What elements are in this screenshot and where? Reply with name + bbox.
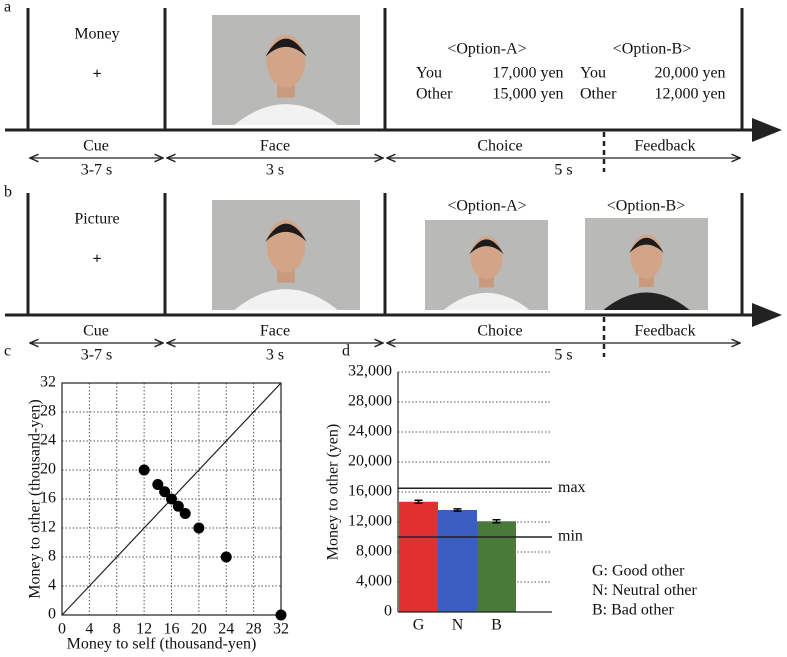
y-tick-label: 24 [40, 432, 56, 449]
option-recipient: You [580, 65, 606, 82]
phase-label: Face [260, 138, 290, 155]
y-tick-label: 12 [40, 519, 56, 536]
y-tick-label: 32 [40, 374, 56, 391]
phase-label: Face [260, 323, 290, 340]
x-tick-label: 12 [136, 621, 152, 638]
cue-text: Money [74, 26, 119, 43]
time-arrow [752, 303, 782, 327]
photo-shirt [234, 289, 338, 310]
option-title: <Option-A> [447, 41, 526, 58]
photo-hair [265, 38, 307, 57]
x-tick-label: 24 [218, 621, 234, 638]
panel-label: c [4, 343, 11, 360]
duration-label: 3 s [266, 347, 284, 364]
x-axis-label: Money to self (thousand-yen) [67, 636, 257, 653]
legend-entry: N: Neutral other [592, 582, 698, 599]
bar [399, 501, 438, 612]
y-tick-label: 4 [48, 577, 56, 594]
photo-hair [265, 223, 307, 242]
option-amount: 15,000 yen [492, 86, 563, 103]
point [193, 522, 205, 534]
reference-label: min [558, 528, 583, 545]
option-recipient: Other [580, 86, 617, 103]
photo-shirt [443, 292, 530, 310]
plot-frame [61, 382, 282, 616]
error-bar [492, 519, 501, 524]
bar [477, 521, 516, 612]
photo-shirt [234, 104, 338, 125]
y-axis-label: Money to other (thousand-yen) [27, 399, 44, 599]
y-tick-label: 0 [48, 606, 56, 623]
option-recipient: Other [416, 86, 453, 103]
y-axis-label: Money to other (yen) [325, 424, 342, 560]
phase-label: Feedback [634, 138, 695, 155]
error-bar [414, 499, 423, 504]
panel-label: a [4, 0, 11, 16]
phase-label: Cue [83, 138, 109, 155]
fixation-cross: + [92, 66, 101, 83]
option-title: <Option-B> [607, 198, 686, 215]
x-tick-label: B [491, 617, 502, 634]
option-title: <Option-A> [447, 198, 526, 215]
y-tick-label: 20 [40, 461, 56, 478]
panel-label: d [342, 343, 350, 360]
y-tick-label: 28,000 [348, 393, 392, 410]
x-tick-label: 32 [273, 621, 289, 638]
option-amount: 12,000 yen [654, 86, 725, 103]
cue-text: Picture [74, 211, 119, 228]
legend-entry: B: Bad other [592, 602, 674, 619]
bar [438, 510, 477, 612]
photo-hair [629, 237, 664, 253]
y-tick-label: 0 [384, 603, 392, 620]
panel-label: b [4, 184, 12, 201]
duration-label: 5 s [554, 347, 572, 364]
duration-label: 5 s [554, 162, 572, 179]
phase-label: Feedback [634, 323, 695, 340]
x-tick-label: 4 [85, 621, 93, 638]
x-tick-label: 28 [246, 621, 262, 638]
phase-label: Choice [477, 138, 522, 155]
x-tick-label: 0 [58, 621, 66, 638]
fixation-cross: + [92, 251, 101, 268]
point [152, 479, 164, 490]
y-tick-label: 4,000 [356, 573, 392, 590]
point [220, 551, 232, 563]
x-tick-label: 16 [164, 621, 180, 638]
point [159, 486, 171, 498]
duration-label: 3-7 s [81, 347, 113, 364]
x-tick-label: 20 [191, 621, 207, 638]
legend-entry: G: Good other [592, 563, 685, 580]
duration-label: 3-7 s [81, 162, 113, 179]
point [172, 500, 184, 512]
option-amount: 17,000 yen [492, 65, 563, 82]
y-tick-label: 12,000 [348, 513, 392, 530]
x-tick-label: 8 [113, 621, 121, 638]
option-title: <Option-B> [613, 41, 692, 58]
point [166, 493, 177, 505]
y-tick-label: 24,000 [348, 423, 392, 440]
reference-label: max [558, 479, 586, 496]
y-tick-label: 28 [40, 403, 56, 420]
phase-label: Choice [477, 323, 522, 340]
point [138, 464, 150, 476]
y-tick-label: 8,000 [356, 543, 392, 560]
photo-hair [469, 239, 504, 255]
y-tick-label: 16 [40, 490, 56, 507]
option-recipient: You [416, 65, 442, 82]
y-tick-label: 8 [48, 548, 56, 565]
y-tick-label: 16,000 [348, 483, 392, 500]
error-bar [453, 508, 462, 512]
time-arrow [752, 118, 782, 142]
option-amount: 20,000 yen [654, 65, 725, 82]
x-tick-label: N [452, 617, 464, 634]
photo-shirt [603, 292, 690, 310]
y-tick-label: 32,000 [348, 363, 392, 380]
duration-label: 3 s [266, 162, 284, 179]
phase-label: Cue [83, 323, 109, 340]
point [275, 609, 287, 621]
y-tick-label: 20,000 [348, 453, 392, 470]
point [179, 508, 191, 519]
x-tick-label: G [413, 617, 425, 634]
